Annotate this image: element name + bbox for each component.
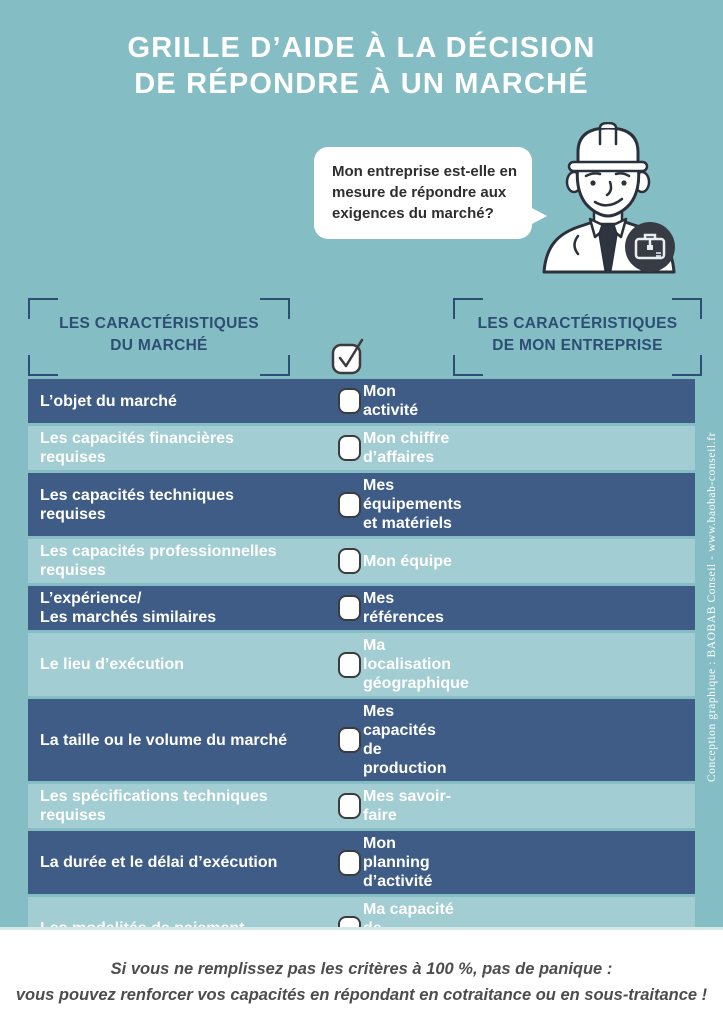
table-row: Les capacités professionnelles requises … bbox=[28, 539, 695, 583]
market-criterion-label: Les capacités professionnelles requises bbox=[40, 543, 277, 579]
bracket-corner-icon bbox=[672, 298, 702, 319]
market-criterion-label: Les spécifications techniques requises bbox=[40, 788, 268, 824]
checkbox-checked-icon bbox=[328, 334, 368, 376]
market-criterion-label: L’objet du marché bbox=[40, 392, 177, 410]
row-checkbox[interactable] bbox=[337, 548, 361, 574]
company-criterion-label: Mes savoir-faire bbox=[363, 788, 452, 824]
engineer-illustration-icon bbox=[542, 121, 676, 274]
row-checkbox[interactable] bbox=[337, 435, 361, 461]
footer-advice-text: Si vous ne remplissez pas les critères à… bbox=[15, 960, 708, 1004]
column-header-company: LES CARACTÉRISTIQUES DE MON ENTREPRISE bbox=[453, 298, 702, 376]
column-header-company-label: LES CARACTÉRISTIQUES DE MON ENTREPRISE bbox=[477, 315, 678, 354]
bracket-corner-icon bbox=[28, 298, 58, 319]
speech-bubble: Mon entreprise est-elle en mesure de rép… bbox=[314, 147, 547, 239]
row-checkbox[interactable] bbox=[337, 595, 361, 621]
row-checkbox[interactable] bbox=[337, 388, 361, 414]
row-checkbox[interactable] bbox=[337, 491, 361, 518]
page-title: GRILLE D’AIDE À LA DÉCISION DE RÉPONDRE … bbox=[127, 32, 596, 100]
company-criterion-label: Mes capacités de production bbox=[363, 703, 447, 777]
market-criterion-label: Les capacités techniques requises bbox=[40, 486, 234, 523]
company-criterion-label: Mon activité bbox=[363, 383, 419, 419]
table-row: L’expérience/ Les marchés similaires Mes… bbox=[28, 586, 695, 630]
footer: Si vous ne remplissez pas les critères à… bbox=[0, 927, 723, 1024]
row-checkbox[interactable] bbox=[337, 727, 361, 753]
bracket-corner-icon bbox=[260, 298, 290, 319]
bracket-corner-icon bbox=[672, 355, 702, 376]
table-row: La taille ou le volume du marché Mes cap… bbox=[28, 699, 695, 781]
speech-bubble-tail bbox=[530, 207, 547, 225]
table-row: Les capacités techniques requises Mes éq… bbox=[28, 473, 695, 536]
company-criterion-label: Mon planning d’activité bbox=[363, 835, 433, 890]
table-row: Les spécifications techniques requises M… bbox=[28, 784, 695, 828]
table-row: L’objet du marché Mon activité bbox=[28, 379, 695, 423]
briefcase-icon bbox=[625, 222, 675, 272]
market-criterion-label: La durée et le délai d’exécution bbox=[40, 854, 278, 871]
market-criterion-label: La taille ou le volume du marché bbox=[40, 731, 288, 749]
bracket-corner-icon bbox=[260, 355, 290, 376]
bracket-corner-icon bbox=[28, 355, 58, 376]
column-header-market: LES CARACTÉRISTIQUES DU MARCHÉ bbox=[28, 298, 290, 376]
company-criterion-label: Mes équipements et matériels bbox=[363, 477, 462, 532]
company-criterion-label: Mes références bbox=[363, 590, 444, 626]
table-row: Le lieu d’exécution Ma localisation géog… bbox=[28, 633, 695, 696]
company-criterion-label: Mon chiffre d’affaires bbox=[363, 430, 450, 466]
company-criterion-label: Ma localisation géographique bbox=[363, 637, 469, 692]
company-criterion-label: Mon équipe bbox=[363, 552, 452, 570]
column-header-market-label: LES CARACTÉRISTIQUES DU MARCHÉ bbox=[59, 315, 259, 354]
bracket-corner-icon bbox=[453, 355, 483, 376]
market-criterion-label: L’expérience/ Les marchés similaires bbox=[40, 590, 217, 626]
table-row: Les capacités financières requises Mon c… bbox=[28, 426, 695, 470]
row-checkbox[interactable] bbox=[337, 849, 361, 876]
row-checkbox[interactable] bbox=[337, 651, 361, 678]
bracket-corner-icon bbox=[453, 298, 483, 319]
speech-bubble-text: Mon entreprise est-elle en mesure de rép… bbox=[332, 163, 518, 222]
row-checkbox[interactable] bbox=[337, 793, 361, 819]
market-criterion-label: Le lieu d’exécution bbox=[40, 656, 185, 673]
credit-text: Conception graphique : BAOBAB Conseil - … bbox=[706, 432, 718, 783]
engineer-avatar bbox=[538, 121, 678, 274]
market-criterion-label: Les capacités financières requises bbox=[40, 430, 234, 466]
table-row: La durée et le délai d’exécution Mon pla… bbox=[28, 831, 695, 894]
